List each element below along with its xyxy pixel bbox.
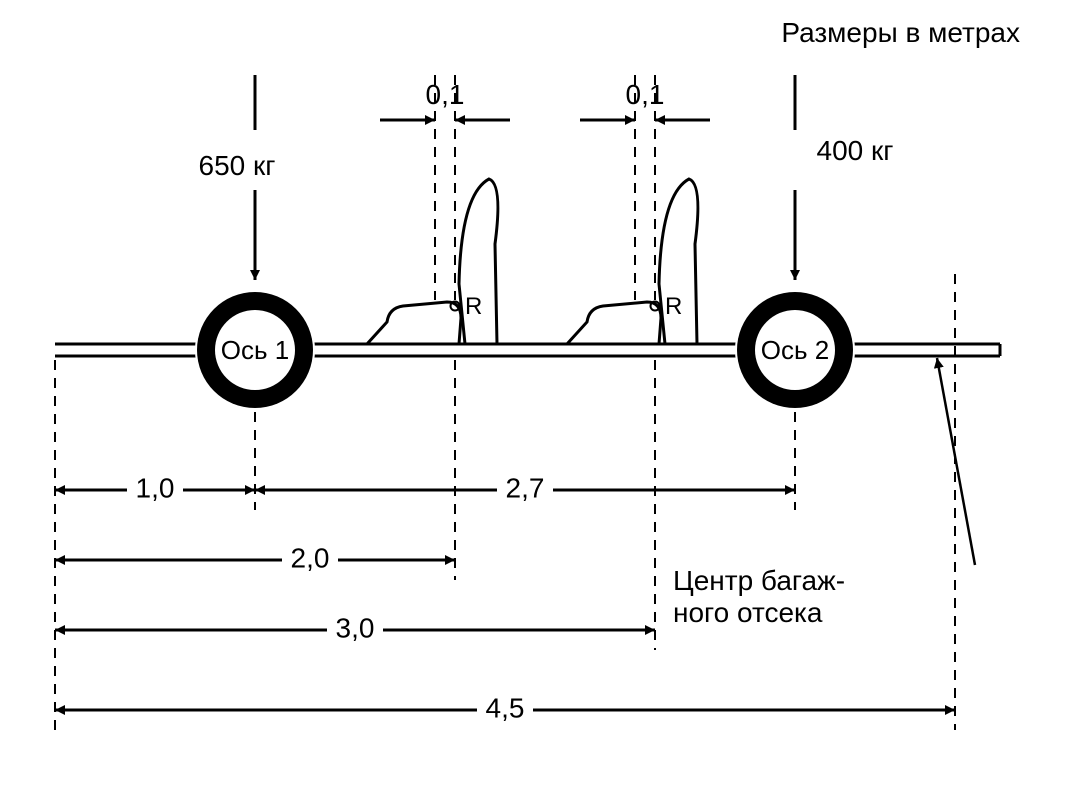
dim-3p0-label: 3,0 bbox=[336, 612, 375, 643]
seat-2-cushion bbox=[567, 302, 661, 344]
dim-seat1-offset-label: 0,1 bbox=[426, 79, 465, 110]
weight2-label: 400 кг bbox=[817, 135, 894, 166]
seat-1-cushion bbox=[367, 302, 461, 344]
wheel-1-label: Ось 1 bbox=[221, 335, 289, 365]
weight1-label: 650 кг bbox=[199, 150, 276, 181]
seat-2-rlabel: R bbox=[665, 293, 682, 320]
dim-seat2-offset-label: 0,1 bbox=[626, 79, 665, 110]
seat-1-rlabel: R bbox=[465, 293, 482, 320]
dim-2p7-label: 2,7 bbox=[506, 472, 545, 503]
dim-2p0-label: 2,0 bbox=[291, 542, 330, 573]
title: Размеры в метрах bbox=[781, 17, 1020, 48]
dim-1p0-label: 1,0 bbox=[136, 472, 175, 503]
luggage-label-2: ного отсека bbox=[673, 597, 823, 628]
wheel-2-label: Ось 2 bbox=[761, 335, 829, 365]
luggage-label-1: Центр багаж- bbox=[673, 565, 845, 596]
dim-4p5-label: 4,5 bbox=[486, 692, 525, 723]
